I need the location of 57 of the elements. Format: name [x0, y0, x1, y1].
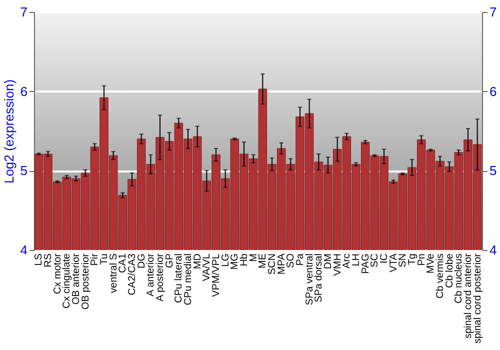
x-tick-label: ME [258, 253, 269, 268]
x-tick-label: VA/VL [202, 253, 213, 282]
x-tick-label: OB anterior [71, 252, 82, 305]
x-tick-label: Pir [90, 252, 101, 266]
x-tick-label: SPa ventral [304, 254, 316, 306]
x-tick-label: Cb lobe [444, 253, 456, 288]
y-tick-label: 5 [20, 163, 28, 178]
x-tick-label: spinal cord posterior [472, 252, 484, 344]
x-tick-label: Tu [99, 254, 110, 265]
x-tick-label: VTA [388, 253, 400, 272]
x-tick-label: Pa [295, 253, 306, 266]
x-tick-label: DG [136, 253, 148, 268]
x-tick-label: IC [379, 254, 390, 264]
x-tick-label: VPM/VPL [211, 253, 222, 297]
x-tick-label: MD [192, 254, 204, 270]
y2-tick-label: 4 [490, 242, 497, 258]
x-tick-label: Pn [416, 254, 428, 266]
y2-tick-label: 7 [490, 4, 497, 20]
y-tick-label: 6 [20, 84, 28, 99]
x-tick-label: ventral S [108, 253, 120, 293]
x-tick-label: LH [351, 254, 362, 266]
x-tick-label: RS [43, 253, 54, 268]
x-tick-label: CA1 [118, 253, 129, 273]
x-tick-label: PAG [360, 253, 372, 274]
y2-tick-label: 6 [490, 84, 497, 99]
x-tick-label: CPu lateral [174, 254, 185, 303]
y2-tick-label: 5 [490, 163, 497, 178]
x-tick-label: spinal cord anterior [463, 252, 474, 339]
x-tick-label: SCN [267, 254, 278, 275]
y-tick-label: 7 [20, 4, 28, 20]
x-tick-label: M [248, 254, 260, 262]
x-tick-label: A anterior [146, 252, 157, 296]
x-tick-label: CPu medial [183, 254, 194, 306]
x-tick-label: MVe [426, 253, 437, 274]
x-tick-label: SC [370, 254, 381, 268]
x-tick-label: VMH [332, 254, 344, 276]
x-tick-label: Cb nucleus [454, 254, 465, 304]
x-tick-label: SN [398, 254, 409, 268]
x-tick-label: SPa dorsal [314, 254, 325, 302]
x-tick-label: Arc [342, 254, 353, 268]
x-tick-label: Tg [407, 254, 418, 266]
y-axis-title: Log2 (expression) [1, 79, 16, 184]
x-tick-label: GP [164, 253, 176, 268]
x-tick-label: LS [34, 253, 45, 266]
x-tick-label: Cb vermis [435, 254, 446, 299]
x-tick-label: CA2/CA3 [127, 253, 138, 296]
x-tick-label: OB posterior [80, 252, 92, 310]
x-tick-label: Hb [239, 253, 250, 266]
x-tick-label: Cx motor [52, 252, 64, 294]
x-tick-label: LG [220, 253, 232, 267]
x-tick-label: MPA [276, 253, 288, 274]
x-tick-label: MG [230, 253, 241, 270]
x-tick-label: Cx cingulate [62, 253, 73, 309]
x-tick-label: SO [286, 253, 297, 268]
y-tick-label: 4 [20, 242, 28, 258]
x-tick-label: A posterior [155, 252, 166, 302]
x-tick-label: DM [323, 254, 334, 270]
